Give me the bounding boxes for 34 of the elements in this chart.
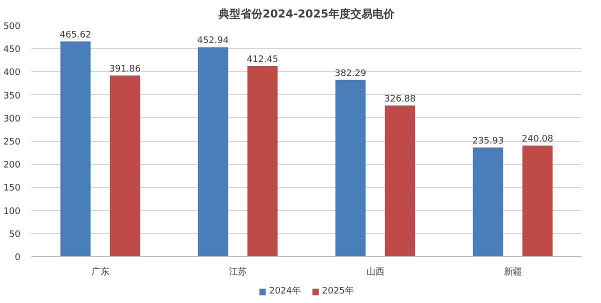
x-tick-label: 山西 — [366, 266, 384, 278]
y-tick-label: 350 — [3, 91, 21, 102]
bar — [522, 146, 553, 256]
bar — [110, 75, 140, 256]
y-tick-label: 150 — [3, 184, 21, 194]
y-tick-label: 100 — [3, 206, 21, 217]
x-tick-label: 江苏 — [228, 266, 247, 278]
data-label: 391.86 — [109, 64, 142, 74]
y-tick-label: 400 — [3, 68, 21, 78]
legend-label: 2025年 — [322, 285, 354, 298]
y-tick-label: 50 — [9, 230, 21, 240]
bar — [384, 105, 416, 256]
x-tick-label: 新疆 — [504, 266, 522, 278]
bar — [472, 148, 504, 256]
y-tick-label: 200 — [3, 160, 21, 171]
data-label: 452.94 — [197, 36, 230, 46]
x-tick-label: 广东 — [91, 266, 110, 278]
chart-title: 典型省份2024-2025年度交易电价 — [218, 8, 396, 20]
data-label: 326.88 — [384, 94, 416, 104]
bar — [247, 66, 278, 256]
data-label: 240.08 — [522, 134, 554, 145]
data-label: 235.93 — [472, 136, 504, 146]
y-tick-label: 300 — [3, 114, 21, 124]
bar — [198, 47, 228, 256]
bar — [335, 80, 366, 256]
legend-label: 2024年 — [269, 285, 301, 298]
y-tick-label: 450 — [3, 45, 21, 56]
data-label: 412.45 — [246, 54, 278, 65]
data-label: 465.62 — [60, 30, 92, 40]
data-label: 382.29 — [334, 68, 367, 79]
y-tick-label: 0 — [14, 253, 21, 263]
y-tick-label: 500 — [3, 22, 21, 32]
bar — [60, 41, 91, 256]
y-tick-label: 250 — [3, 138, 21, 148]
